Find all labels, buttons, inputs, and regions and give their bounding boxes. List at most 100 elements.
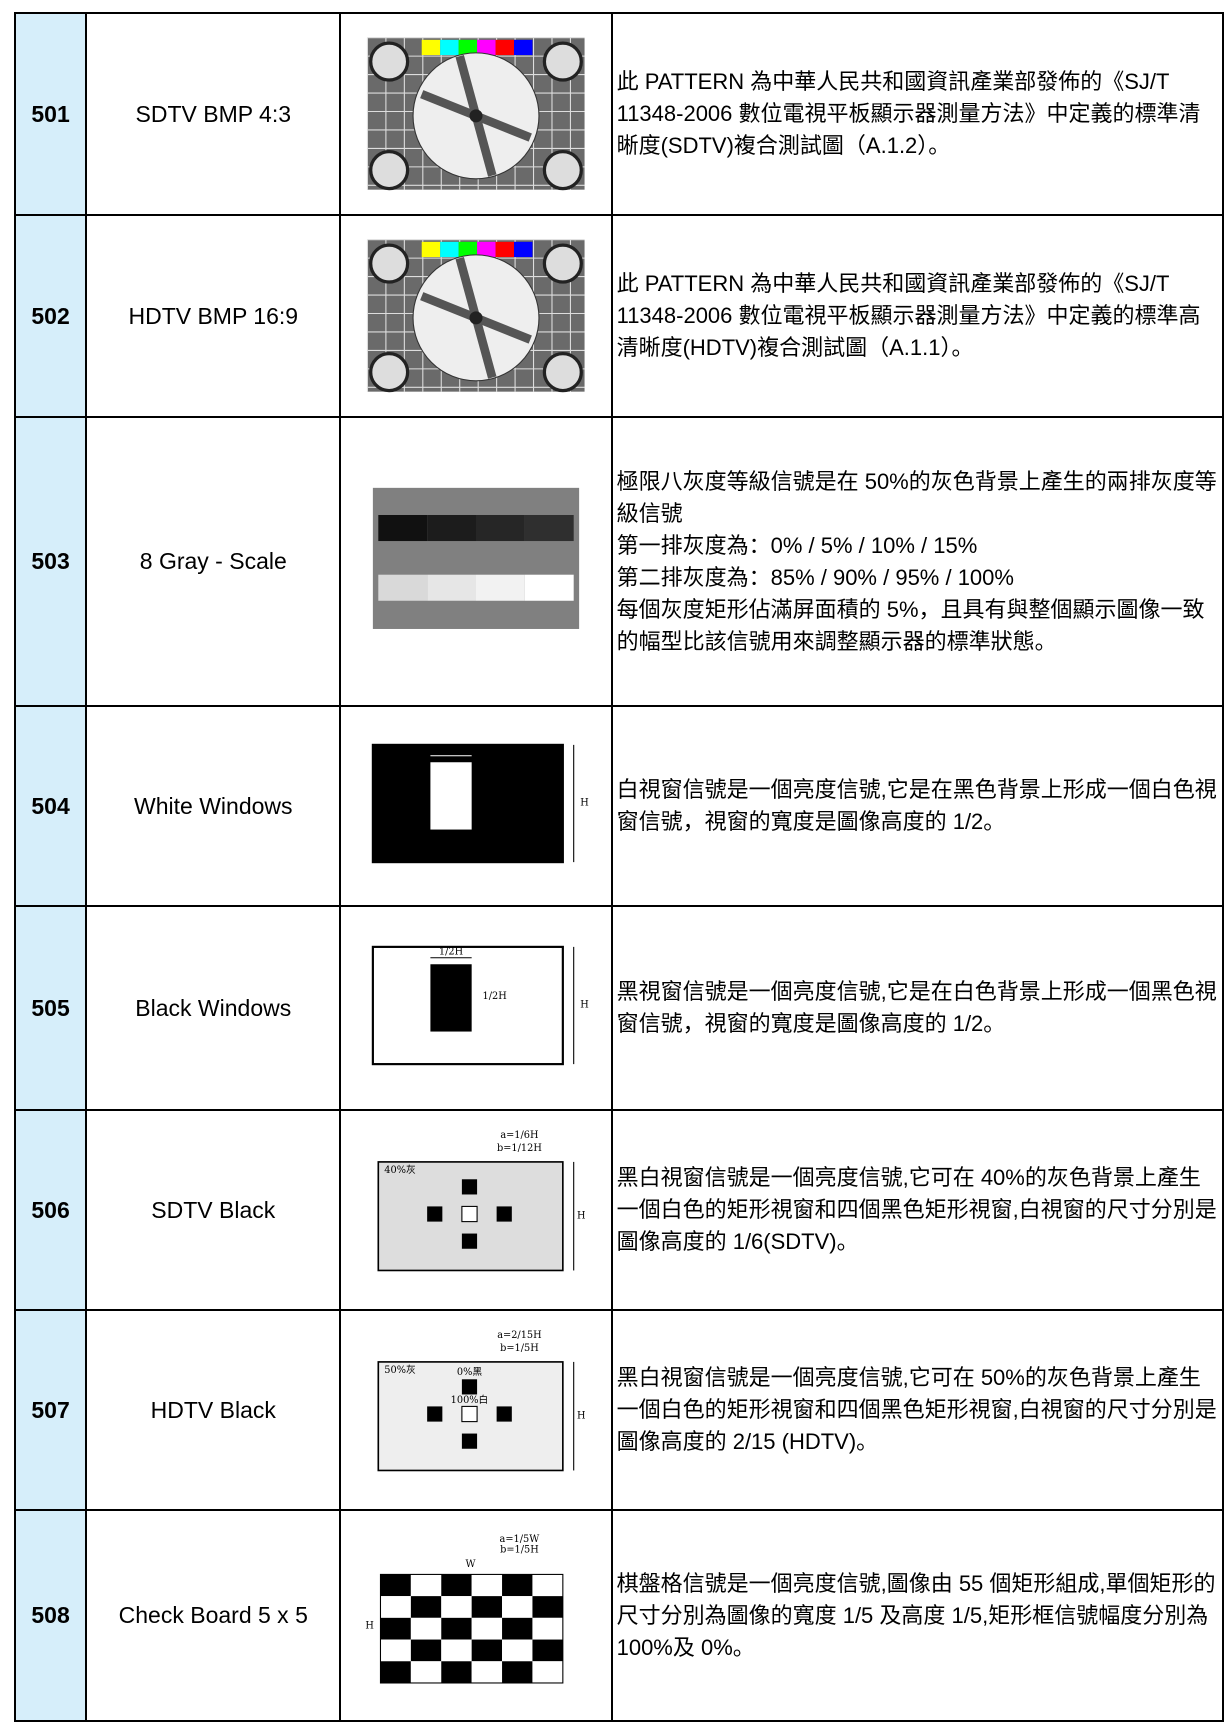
image-label: 1/2H — [482, 991, 506, 1002]
pattern-image — [366, 37, 585, 191]
description-text: 黑白視窗信號是一個亮度信號,它可在 50%的灰色背景上產生一個白色的矩形視窗和四… — [616, 1365, 1217, 1454]
shape — [378, 514, 428, 541]
shape — [410, 1573, 442, 1596]
image-label: a=2/15H — [497, 1330, 541, 1341]
image-label: H — [580, 1000, 589, 1011]
shape — [421, 39, 441, 56]
row-code: 504 — [13, 705, 88, 907]
image-label: 1/2H — [439, 744, 463, 755]
shape — [410, 1639, 442, 1661]
image-label: b=1/5H — [500, 1343, 539, 1354]
row-code: 501 — [13, 12, 88, 216]
shape — [380, 1595, 411, 1618]
image-label: H — [365, 1620, 374, 1631]
shape — [475, 574, 525, 601]
row-code: 508 — [13, 1509, 88, 1722]
description-text: 黑白視窗信號是一個亮度信號,它可在 40%的灰色背景上產生一個白色的矩形視窗和四… — [616, 1165, 1217, 1254]
pattern-image — [366, 239, 585, 393]
shape — [513, 241, 533, 258]
description-cell: 黑白視窗信號是一個亮度信號,它可在 50%的灰色背景上產生一個白色的矩形視窗和四… — [610, 1309, 1224, 1511]
image-label: H — [580, 798, 589, 809]
pattern-table: 501 SDTV BMP 4:3 此 PATTERN 為中華人民共和國資訊產業部發佈… — [13, 12, 1224, 1722]
image-label: 100%白 — [451, 1393, 489, 1406]
pattern-image-cell: 1/2H 1/2H H — [339, 905, 613, 1111]
description-cell: 黑白視窗信號是一個亮度信號,它可在 40%的灰色背景上產生一個白色的矩形視窗和四… — [610, 1109, 1224, 1311]
shape — [502, 1617, 533, 1640]
shape — [378, 574, 428, 601]
pattern-image-cell — [339, 416, 613, 707]
table-row: 506 SDTV Black a=1/6H b=1/12H 40%灰 H 黑白視窗信號是一個… — [13, 1109, 1224, 1311]
shape — [471, 1573, 503, 1596]
image-label: H — [577, 1210, 586, 1221]
image-label: b=1/12H — [497, 1143, 542, 1154]
shape — [502, 1595, 533, 1618]
shape — [458, 39, 478, 56]
shape — [441, 1595, 472, 1618]
shape — [440, 39, 459, 56]
shape — [380, 1660, 411, 1683]
shape — [495, 39, 514, 56]
table-row: 501 SDTV BMP 4:3 此 PATTERN 為中華人民共和國資訊產業部發佈… — [13, 12, 1224, 216]
shape — [471, 1595, 503, 1618]
shape — [496, 1206, 512, 1222]
shape — [524, 574, 574, 601]
shape — [471, 1639, 503, 1661]
shape — [532, 1573, 563, 1596]
shape — [427, 1406, 443, 1422]
shape — [441, 1660, 472, 1683]
shape — [477, 241, 496, 258]
shape — [430, 964, 472, 1032]
description-text: 每個灰度矩形佔滿屏面積的 5%，且具有與整個顯示圖像一致的幅型比該信號用來調整顯… — [616, 596, 1205, 654]
shape — [427, 514, 476, 541]
image-label: 50%灰 — [384, 1363, 416, 1376]
image-label: 0%黑 — [457, 1366, 482, 1378]
pattern-image: a=1/6H b=1/12H 40%灰 H — [377, 1130, 586, 1272]
shape — [532, 1639, 563, 1661]
shape — [379, 1573, 564, 1684]
shape — [502, 1639, 533, 1661]
pattern-image: a=2/15H b=1/5H 50%灰 0%黑 100%白 H — [377, 1330, 586, 1472]
pattern-name: Check Board 5 x 5 — [85, 1509, 342, 1722]
shape — [532, 1617, 563, 1640]
shape — [475, 514, 525, 541]
table-row: 504 White Windows 1/2H 1/2H H 白視窗信號是一個亮度信號,它是… — [13, 705, 1224, 907]
shape — [369, 352, 410, 393]
description-text: 第一排灰度為：0% / 5% / 10% / 15% — [616, 532, 978, 558]
pattern-name: HDTV Black — [85, 1309, 342, 1511]
description-cell: 此 PATTERN 為中華人民共和國資訊產業部發佈的《SJ/T 11348-20… — [610, 214, 1224, 418]
shape — [410, 1595, 442, 1618]
shape — [542, 150, 583, 191]
pattern-image-cell — [339, 12, 613, 216]
shape — [369, 243, 410, 284]
shape — [502, 1573, 533, 1596]
shape — [524, 514, 574, 541]
pattern-image-cell: a=1/6H b=1/12H 40%灰 H — [339, 1109, 613, 1311]
description-text: 極限八灰度等級信號是在 50%的灰色背景上產生的兩排灰度等級信號 — [616, 468, 1217, 526]
shape — [410, 1660, 442, 1683]
shape — [542, 41, 583, 82]
shape — [430, 762, 472, 830]
shape — [369, 41, 410, 82]
shape — [372, 487, 580, 629]
description-cell: 極限八灰度等級信號是在 50%的灰色背景上產生的兩排灰度等級信號第一排灰度為：0… — [610, 416, 1224, 707]
image-label: a=1/5W — [500, 1533, 540, 1544]
table-row: 505 Black Windows 1/2H 1/2H H 黑視窗信號是一個亮度信號,它是… — [13, 905, 1224, 1111]
shape — [427, 574, 476, 601]
description-text: 黑視窗信號是一個亮度信號,它是在白色背景上形成一個黑色視窗信號，視窗的寬度是圖像… — [616, 979, 1217, 1036]
pattern-name: HDTV BMP 16:9 — [85, 214, 342, 418]
shape — [440, 241, 459, 258]
table-row: 503 8 Gray - Scale 極限八灰度等級信號是在 50%的灰色背景上產生… — [13, 416, 1224, 707]
shape — [380, 1573, 411, 1596]
shape — [441, 1639, 472, 1661]
pattern-image — [372, 487, 580, 629]
shape — [369, 150, 410, 191]
shape — [471, 1660, 503, 1683]
image-label: a=1/6H — [500, 1130, 538, 1141]
table-row: 508 Check Board 5 x 5 a=1/5W b=1/5H W H 棋盤格信號是… — [13, 1509, 1224, 1722]
row-code: 502 — [13, 214, 88, 418]
description-cell: 此 PATTERN 為中華人民共和國資訊產業部發佈的《SJ/T 11348-20… — [610, 12, 1224, 216]
image-label: b=1/5H — [500, 1544, 539, 1555]
pattern-image: 1/2H 1/2H H — [371, 945, 589, 1066]
shape — [461, 1233, 478, 1249]
